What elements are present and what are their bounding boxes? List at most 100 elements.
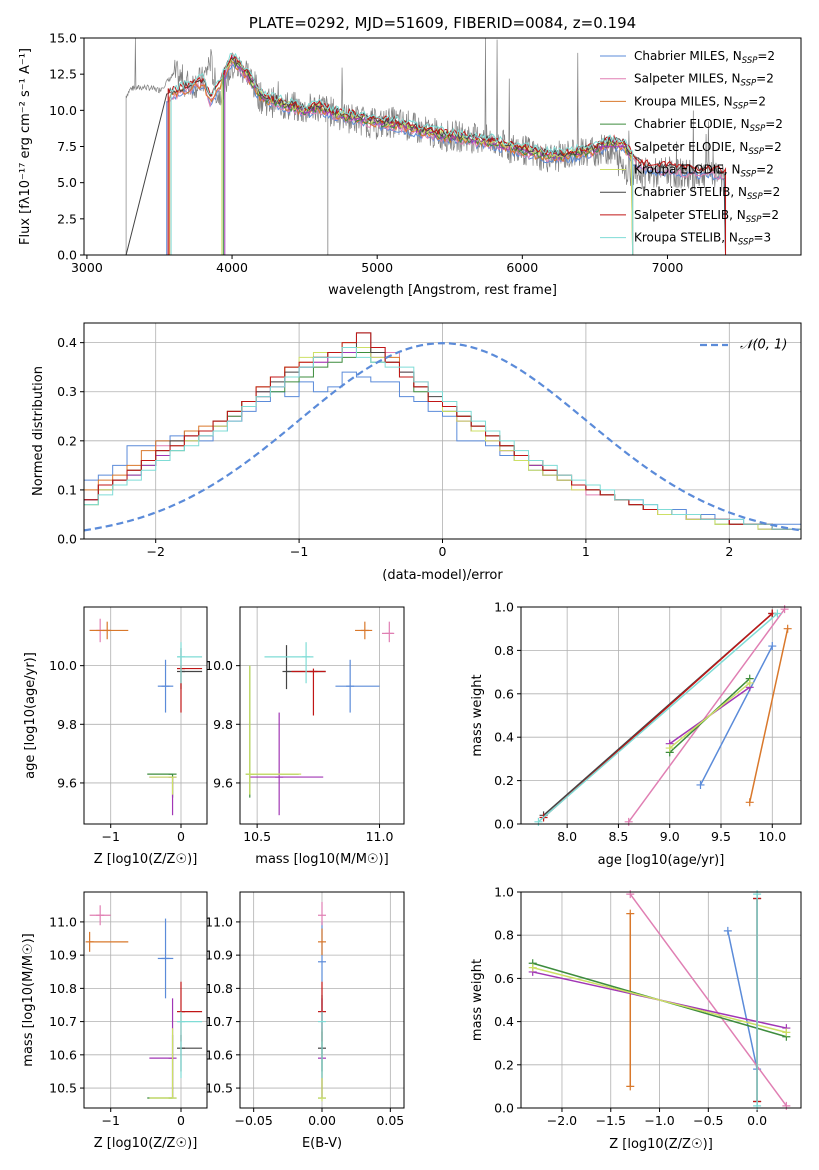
x-tick-label: 0 xyxy=(439,544,447,559)
x-tick-label: 4000 xyxy=(216,260,248,275)
y-tick-label: 0.8 xyxy=(494,643,514,658)
y-tick-label: 0.2 xyxy=(494,773,514,788)
weight-line-kroupa-miles xyxy=(748,628,789,803)
x-tick-label: 0 xyxy=(177,1113,185,1128)
mass-vs-EBV-plot xyxy=(318,901,326,1102)
weight-vs-Z-x-axis-label: Z [log10(Z/Z☉)] xyxy=(609,1137,713,1152)
x-tick-label: −0.5 xyxy=(693,1113,723,1128)
x-tick-label: −0.05 xyxy=(235,1113,273,1128)
weight-vs-Z-frame xyxy=(520,891,802,1109)
plus-marker xyxy=(782,1101,791,1110)
y-tick-label: 1.0 xyxy=(494,885,514,900)
plus-marker xyxy=(745,678,754,687)
age-vs-mass-plot xyxy=(245,621,395,816)
x-tick-label: 11.0 xyxy=(366,829,394,844)
x-tick-label: 8.0 xyxy=(557,829,577,844)
y-tick-label: 9.8 xyxy=(57,717,77,732)
x-tick-label: 9.5 xyxy=(711,829,731,844)
x-tick-label: 1 xyxy=(582,544,590,559)
y-tick-label: 11.0 xyxy=(205,914,233,929)
spectrum-y-axis-label: Flux [fλ10⁻¹⁷ erg cm⁻² s⁻¹ A⁻¹] xyxy=(18,48,33,245)
legend-label: Chabrier MILES, NSSP=2 xyxy=(634,49,775,66)
residuals-plot xyxy=(84,332,801,532)
plus-marker xyxy=(723,926,732,935)
weight-vs-age-axes: 8.0 8.5 9.0 9.5 10.0 0.0 0.2 0.4 0.6 0.8 1.0 xyxy=(494,600,801,844)
weight-line-chabrier-miles xyxy=(699,645,773,786)
plus-marker xyxy=(626,1082,635,1091)
x-tick-label: 3000 xyxy=(71,260,103,275)
legend-label: Salpeter STELIB, NSSP=2 xyxy=(634,208,779,225)
weight-line-salpeter-miles xyxy=(629,893,787,1107)
mass-vs-Z-plot xyxy=(85,905,203,1099)
y-tick-label: 0.2 xyxy=(57,433,77,448)
residuals-x-axis-label: (data-model)/error xyxy=(382,568,503,583)
x-tick-label: −2.0 xyxy=(547,1113,577,1128)
y-tick-label: 0.4 xyxy=(494,1014,514,1029)
y-tick-label: 9.8 xyxy=(213,717,233,732)
spectrum-x-axis-label: wavelength [Angstrom, rest frame] xyxy=(328,283,557,298)
mass-vs-EBV-frame xyxy=(239,891,405,1109)
legend-label: Kroupa ELODIE, NSSP=2 xyxy=(634,163,774,180)
y-tick-label: 2.5 xyxy=(57,211,77,226)
y-tick-label: 0.4 xyxy=(494,730,514,745)
weight-vs-Z-y-axis-label: mass weight xyxy=(470,959,485,1041)
y-tick-label: 0.3 xyxy=(57,384,77,399)
y-tick-label: 0.6 xyxy=(494,686,514,701)
y-tick-label: 10.8 xyxy=(49,981,77,996)
y-tick-label: 10.7 xyxy=(49,1014,77,1029)
y-tick-label: 0.8 xyxy=(494,928,514,943)
x-tick-label: −1 xyxy=(101,1113,119,1128)
y-tick-label: 9.6 xyxy=(213,775,233,790)
weight-vs-Z-plot xyxy=(528,890,791,1110)
mass-vs-Z-axes: −1 0 10.5 10.6 10.7 10.8 10.9 11.0 xyxy=(49,892,207,1128)
weight-line-chabrier-miles xyxy=(727,930,758,1070)
spectrum-title: PLATE=0292, MJD=51609, FIBERID=0084, z=0… xyxy=(249,14,636,32)
x-tick-label: 0.00 xyxy=(308,1113,336,1128)
plus-marker xyxy=(626,909,635,918)
y-tick-label: 0.0 xyxy=(494,817,514,832)
weight-vs-Z-axes: −2.0 −1.5 −1.0 −0.5 0.0 0.0 0.2 0.4 0.6 0.8 1.0 xyxy=(494,885,801,1128)
residuals-y-axis-label: Normed distribution xyxy=(31,366,46,496)
mass-vs-EBV-x-axis-label: E(B-V) xyxy=(302,1136,342,1151)
y-tick-label: 0.6 xyxy=(494,971,514,986)
y-tick-label: 1.0 xyxy=(494,600,514,615)
y-tick-label: 0.0 xyxy=(57,248,77,263)
age-vs-mass-frame xyxy=(239,606,405,825)
age-vs-Z-frame xyxy=(83,606,208,825)
mass-vs-Z-x-axis-label: Z [log10(Z/Z☉)] xyxy=(94,1136,198,1151)
residuals-frame xyxy=(83,322,802,540)
plus-marker xyxy=(753,1101,762,1110)
y-tick-label: 0.0 xyxy=(57,532,77,547)
legend-label: 𝒩(0, 1) xyxy=(740,338,787,353)
x-tick-label: −1 xyxy=(290,544,308,559)
y-tick-label: 9.6 xyxy=(57,775,77,790)
y-tick-label: 10.6 xyxy=(205,1047,233,1062)
histogram-kroupa-stelib xyxy=(84,347,801,530)
x-tick-label: −1.5 xyxy=(596,1113,626,1128)
legend-label: Chabrier ELODIE, NSSP=2 xyxy=(634,117,783,134)
y-tick-label: 10.6 xyxy=(49,1047,77,1062)
x-tick-label: 10.5 xyxy=(243,829,271,844)
plus-marker xyxy=(745,798,754,807)
age-vs-mass-x-axis-label: mass [log10(M/M☉)] xyxy=(255,852,388,867)
x-tick-label: 10.0 xyxy=(758,829,786,844)
y-tick-label: 10.9 xyxy=(49,948,77,963)
model-line-salpeter-stelib xyxy=(167,52,727,255)
model-line-kroupa-stelib xyxy=(170,52,634,255)
mass-vs-EBV-axes: −0.05 0.00 0.05 10.5 10.6 10.7 10.8 10.9 11.0 xyxy=(205,892,404,1128)
legend-label: Kroupa STELIB, NSSP=3 xyxy=(634,231,771,248)
y-tick-label: 0.4 xyxy=(57,335,77,350)
y-tick-label: 5.0 xyxy=(57,175,77,190)
plus-marker xyxy=(665,744,674,753)
age-vs-Z-plot xyxy=(89,618,203,816)
model-line-salpeter-miles xyxy=(167,61,727,255)
legend-label: Salpeter MILES, NSSP=2 xyxy=(634,72,774,89)
weight-line-salpeter-miles xyxy=(628,608,786,823)
x-tick-label: 0.05 xyxy=(376,1113,404,1128)
mass-vs-Z-y-axis-label: mass [log10(M/M☉)] xyxy=(21,933,36,1066)
plus-marker xyxy=(773,609,782,618)
x-tick-label: −1.0 xyxy=(644,1113,674,1128)
y-tick-label: 0.0 xyxy=(494,1101,514,1116)
y-tick-label: 10.5 xyxy=(205,1081,233,1096)
